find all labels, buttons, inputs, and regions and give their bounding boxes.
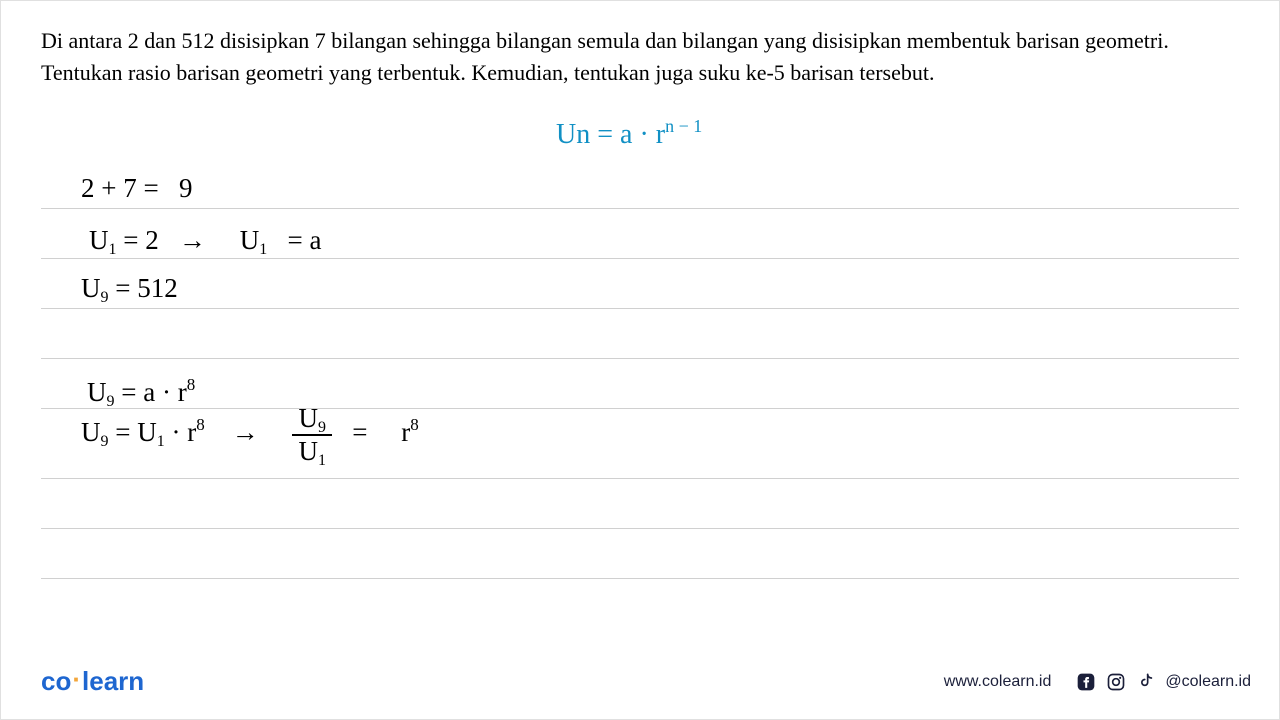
footer: co·learn www.colearn.id @colearn.id — [41, 666, 1251, 697]
ruled-line: U9 = U1 · r8 → U9 U1 = r8 — [41, 409, 1239, 479]
hw-text: = a · r — [121, 377, 186, 407]
hw-text: = — [352, 417, 367, 447]
hw-sub: 1 — [109, 241, 117, 258]
content-area: Di antara 2 dan 512 disisipkan 7 bilanga… — [1, 1, 1279, 579]
page-root: Di antara 2 dan 512 disisipkan 7 bilanga… — [0, 0, 1280, 720]
hw-fraction: U9 U1 — [292, 405, 332, 465]
hw-text: = U — [115, 417, 156, 447]
logo-dot: · — [72, 664, 81, 694]
ruled-line — [41, 309, 1239, 359]
hw-sub: 9 — [101, 289, 109, 306]
top-formula-exp: n − 1 — [665, 116, 702, 136]
hw-text: = a — [287, 225, 321, 255]
logo-learn: learn — [82, 666, 144, 696]
hw-sub: 1 — [157, 433, 165, 450]
hw-text: = 2 — [123, 225, 158, 255]
hw-line-2: U1 = 2 → U1 = a — [89, 225, 321, 256]
ruled-area: 2 + 7 = 9 U1 = 2 → U1 = a U9 = 512 — [41, 159, 1239, 579]
footer-url: www.colearn.id — [944, 673, 1052, 691]
hw-sup: 8 — [196, 415, 205, 434]
hw-text: U — [87, 377, 107, 407]
hw-sub: 1 — [259, 241, 267, 258]
footer-right: www.colearn.id @colearn.id — [944, 671, 1251, 693]
social-group: @colearn.id — [1075, 671, 1251, 693]
hw-line-3: U9 = 512 — [81, 273, 178, 304]
hw-line-5: U9 = U1 · r8 → U9 U1 = r8 — [81, 405, 419, 465]
ruled-line: 2 + 7 = 9 — [41, 159, 1239, 209]
hw-text: U — [89, 225, 109, 255]
hw-sub: 9 — [101, 433, 109, 450]
tiktok-icon — [1135, 671, 1157, 693]
hw-text: 9 — [179, 173, 193, 203]
hw-line-1: 2 + 7 = 9 — [81, 173, 192, 204]
hw-sub: 9 — [318, 419, 326, 436]
ruled-line — [41, 479, 1239, 529]
hw-sup: 8 — [187, 375, 196, 394]
hw-text: U — [81, 417, 101, 447]
logo: co·learn — [41, 666, 144, 697]
hw-text: U — [240, 225, 260, 255]
hw-text: r — [401, 417, 410, 447]
hw-arrow: → — [232, 417, 259, 447]
instagram-icon — [1105, 671, 1127, 693]
ruled-line — [41, 529, 1239, 579]
top-formula-body: Un = a · r — [556, 119, 665, 150]
hw-text: = 512 — [115, 273, 177, 303]
hw-text: U — [298, 403, 318, 433]
hw-text: U — [81, 273, 101, 303]
hw-text: · r — [165, 417, 196, 447]
hw-line-4: U9 = a · r8 — [87, 377, 195, 408]
question-text: Di antara 2 dan 512 disisipkan 7 bilanga… — [41, 25, 1239, 89]
hw-text: 2 + 7 = — [81, 173, 159, 203]
hw-text: U — [298, 436, 318, 466]
social-handle: @colearn.id — [1165, 673, 1251, 691]
logo-co: co — [41, 666, 71, 696]
ruled-line: U9 = a · r8 — [41, 359, 1239, 409]
ruled-line: U1 = 2 → U1 = a — [41, 209, 1239, 259]
hw-arrow: → — [179, 225, 206, 255]
hw-sup: 8 — [410, 415, 419, 434]
top-formula: Un = a · rn − 1 — [556, 119, 702, 151]
hw-sub: 1 — [318, 452, 326, 469]
ruled-line: U9 = 512 — [41, 259, 1239, 309]
facebook-icon — [1075, 671, 1097, 693]
